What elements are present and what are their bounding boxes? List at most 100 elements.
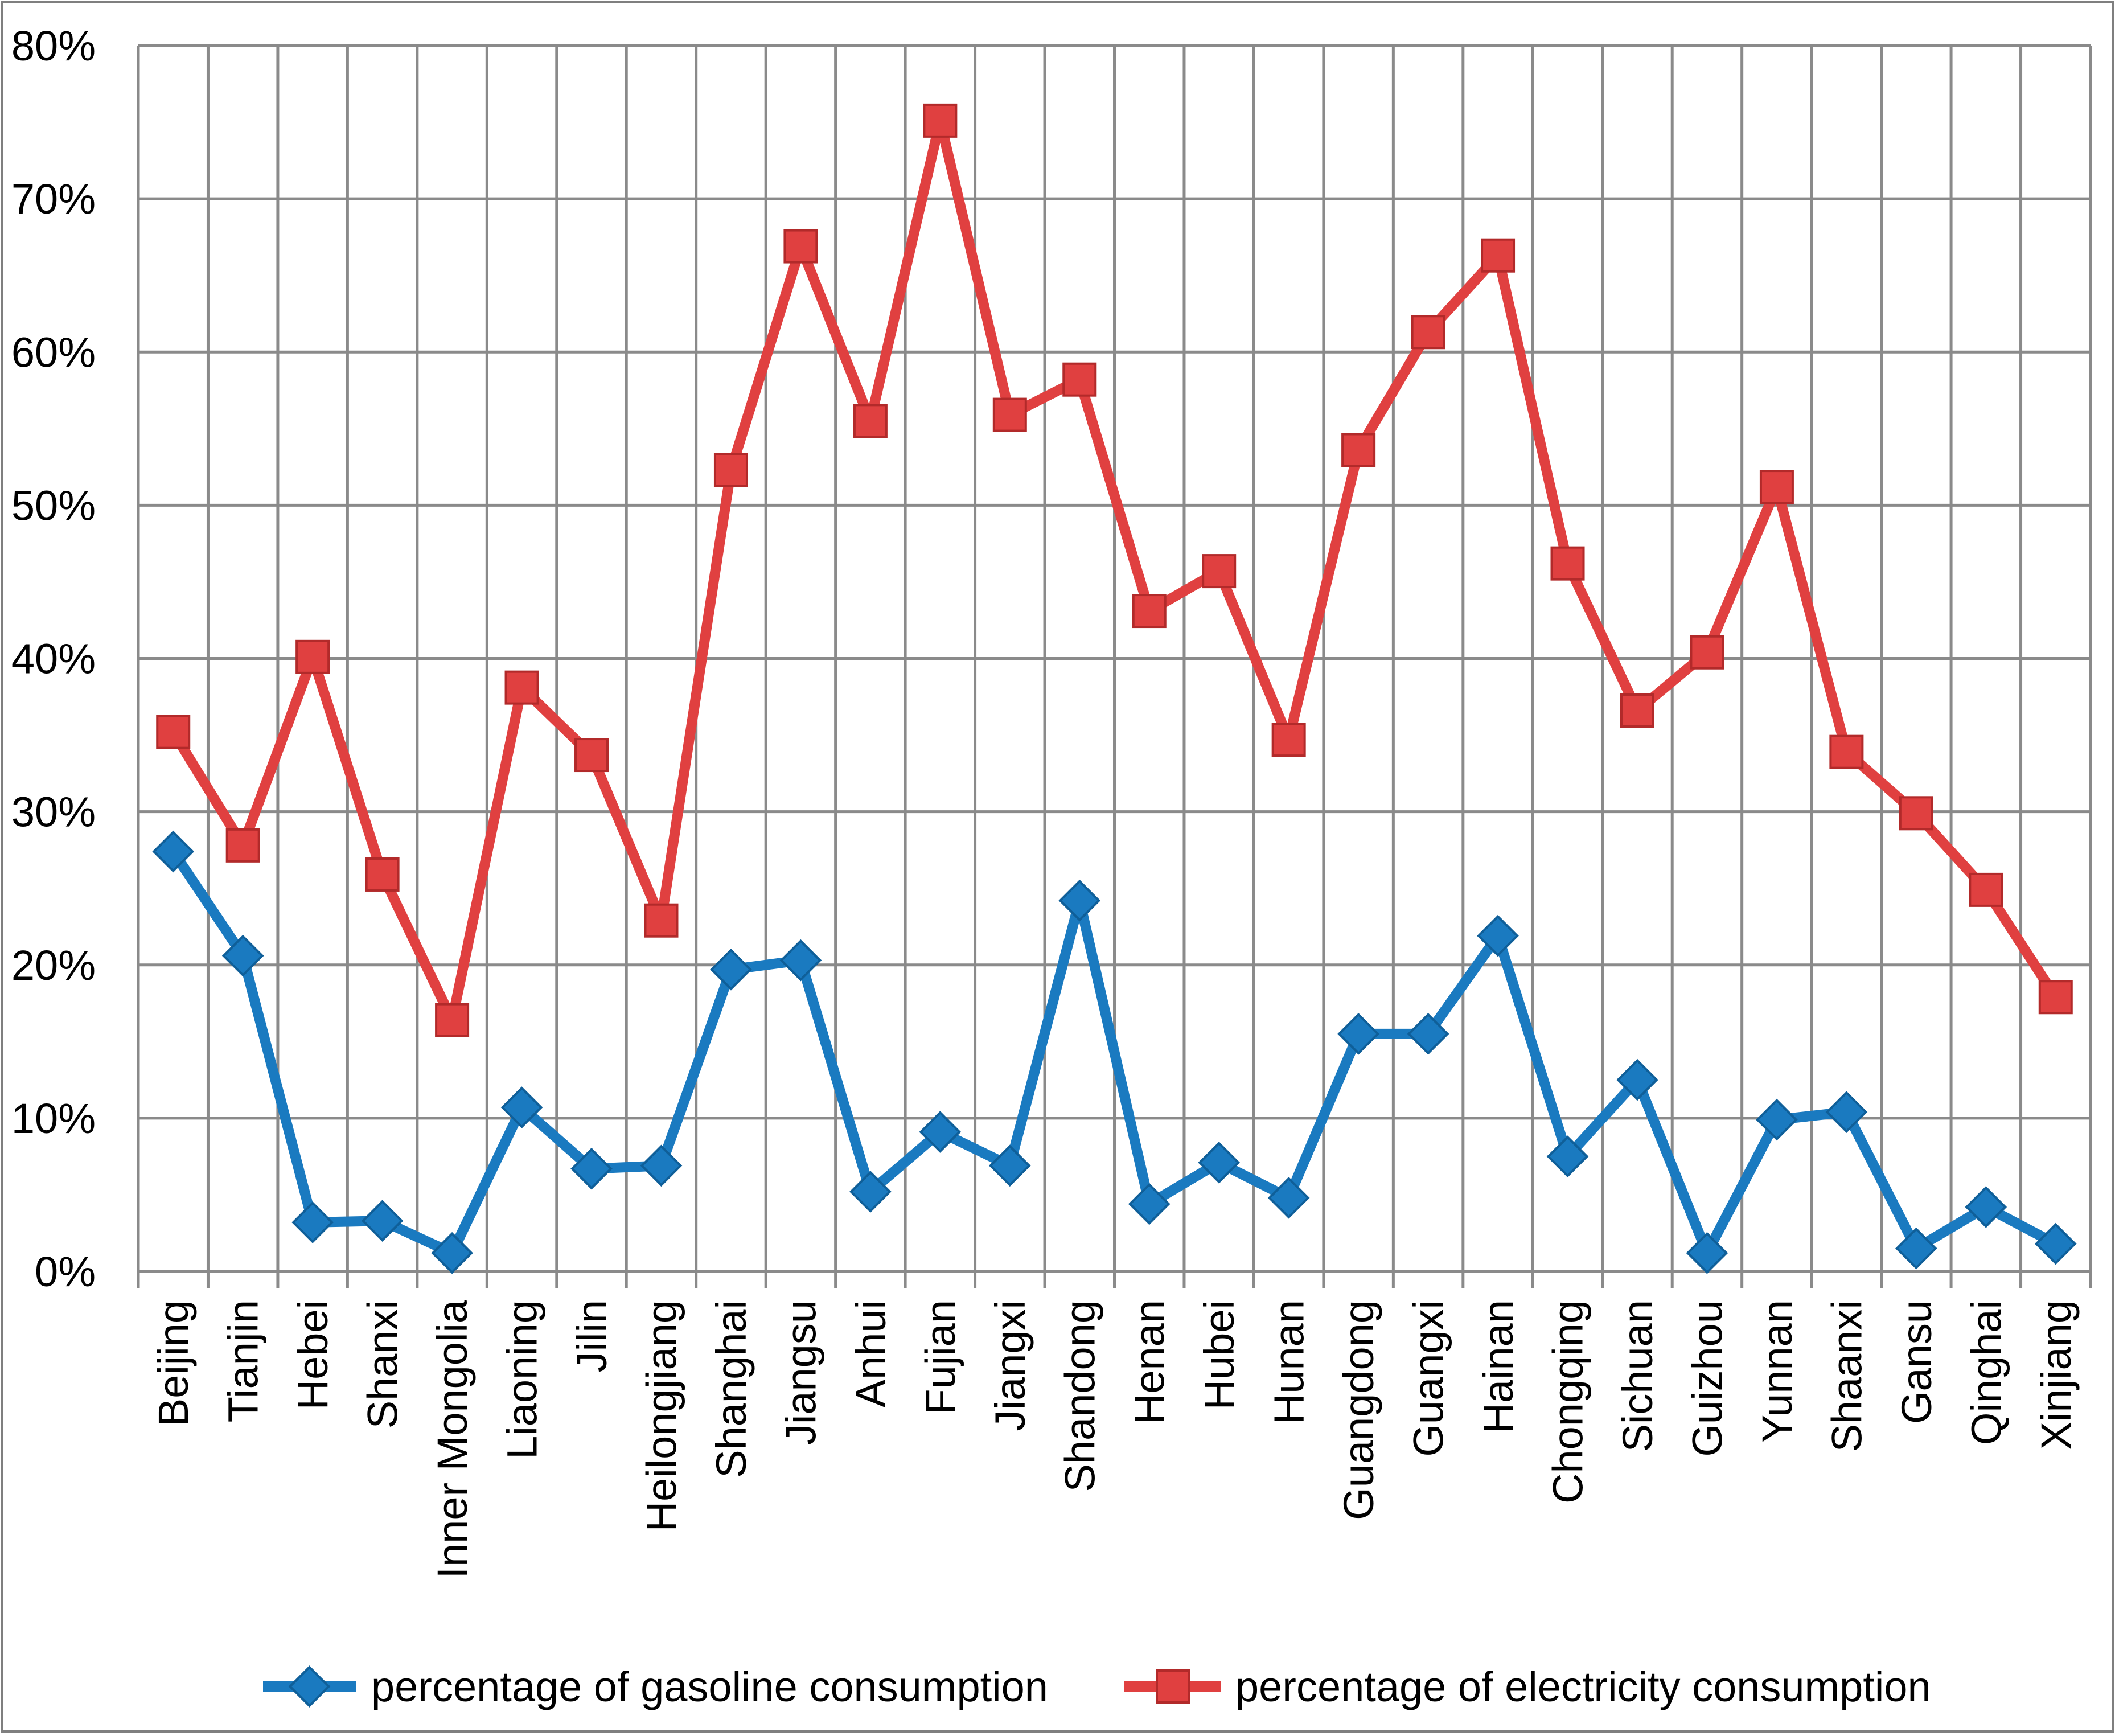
data-point <box>1062 362 1097 397</box>
data-point <box>1341 433 1376 467</box>
data-point <box>1271 723 1306 757</box>
data-point <box>435 1003 470 1037</box>
x-tick-label: Xinjiang <box>2032 1300 2080 1450</box>
data-point <box>992 397 1027 432</box>
y-tick-label: 20% <box>11 942 96 989</box>
x-tick-label: Shanghai <box>708 1300 755 1478</box>
x-tick-label: Inner Mongolia <box>429 1299 476 1578</box>
x-tick-label: Jiangsu <box>777 1300 824 1445</box>
legend-label: percentage of electricity consumption <box>1235 1663 1931 1710</box>
x-tick-label: Guizhou <box>1683 1300 1731 1457</box>
x-tick-label: Shanxi <box>359 1300 406 1429</box>
axes <box>137 46 2092 1288</box>
data-point <box>1899 796 1933 831</box>
x-tick-label: Guangxi <box>1405 1300 1452 1457</box>
data-point <box>1965 1186 2007 1228</box>
data-point <box>849 1171 892 1213</box>
y-tick-label: 30% <box>11 789 96 836</box>
data-point <box>1759 470 1794 504</box>
data-point <box>2038 980 2073 1015</box>
y-tick-label: 10% <box>11 1095 96 1142</box>
legend-marker <box>288 1665 331 1708</box>
legend-entry: percentage of gasoline consumption <box>263 1663 1048 1710</box>
x-tick-label: Hebei <box>289 1300 336 1410</box>
data-point <box>431 1232 473 1274</box>
data-point <box>504 670 539 705</box>
data-point <box>644 903 679 938</box>
y-tick-label: 40% <box>11 635 96 683</box>
data-point <box>640 1144 683 1187</box>
data-point <box>225 828 260 863</box>
x-tick-label: Qinghai <box>1962 1300 2010 1445</box>
data-point <box>923 103 958 138</box>
x-tick-label: Beijing <box>150 1300 197 1426</box>
data-point <box>574 738 609 773</box>
data-point <box>853 404 888 438</box>
x-tick-label: Shaanxi <box>1823 1300 1870 1452</box>
data-point <box>1829 734 1864 769</box>
data-point <box>779 939 822 982</box>
y-tick-label: 0% <box>35 1248 96 1295</box>
data-point <box>1616 1058 1658 1101</box>
data-point <box>783 229 818 264</box>
x-tick-label: Jiangxi <box>987 1300 1034 1431</box>
x-tick-label: Gansu <box>1893 1300 1940 1424</box>
data-point <box>1407 1013 1449 1055</box>
x-tick-label: Heilongjiang <box>638 1300 685 1532</box>
data-point <box>500 1086 543 1128</box>
data-point <box>1825 1091 1868 1133</box>
data-point <box>1477 914 1519 957</box>
data-point <box>361 1200 404 1242</box>
data-point <box>2034 1222 2077 1265</box>
x-tick-label: Liaoning <box>499 1300 546 1459</box>
data-point <box>713 453 748 487</box>
y-tick-label: 70% <box>11 175 96 223</box>
data-point <box>156 715 191 749</box>
y-tick-label: 60% <box>11 329 96 376</box>
y-tick-label: 50% <box>11 482 96 529</box>
data-point <box>1550 546 1585 581</box>
data-point <box>1620 693 1654 728</box>
data-point <box>1686 1232 1728 1274</box>
series <box>152 103 2077 1274</box>
series-line <box>169 848 2058 1258</box>
x-tick-label: Fujian <box>917 1300 964 1415</box>
data-point <box>1128 1183 1171 1225</box>
data-point <box>1198 1142 1241 1184</box>
data-point <box>1132 594 1167 629</box>
data-point <box>988 1144 1031 1187</box>
x-tick-label: Sichuan <box>1614 1300 1661 1452</box>
data-point <box>919 1111 962 1153</box>
series-line <box>169 115 2060 1025</box>
x-tick-labels: Beijing Tianjin Hebei Shanxi Inner Mongolia L… <box>150 1299 2080 1578</box>
y-tick-labels: 0% 10% 20% 30% 40% 50% 60% 70% 80% <box>11 22 96 1295</box>
x-tick-label: Yunnan <box>1753 1300 1801 1443</box>
x-tick-label: Hainan <box>1475 1300 1522 1434</box>
x-tick-label: Shandong <box>1056 1300 1103 1492</box>
y-tick-label: 80% <box>11 22 96 69</box>
data-point <box>291 1201 334 1243</box>
data-point <box>710 948 752 991</box>
data-point <box>1481 238 1516 273</box>
data-point <box>1202 554 1237 589</box>
x-tick-label: Henan <box>1126 1300 1173 1424</box>
x-tick-label: Hubei <box>1196 1300 1243 1410</box>
data-point <box>1895 1227 1937 1270</box>
data-point <box>1337 1013 1379 1055</box>
data-point <box>1546 1135 1589 1177</box>
x-tick-label: Chongqing <box>1545 1300 1592 1504</box>
data-point <box>365 857 400 892</box>
data-point <box>1411 315 1445 350</box>
data-point <box>221 934 264 977</box>
series-gasoline <box>152 830 2077 1274</box>
legend-marker <box>1156 1669 1190 1704</box>
x-tick-label: Anhui <box>847 1300 894 1407</box>
data-point <box>152 830 195 873</box>
data-point <box>570 1147 613 1190</box>
legend-entry: percentage of electricity consumption <box>1124 1663 1931 1710</box>
data-point <box>295 639 330 674</box>
x-tick-label: Guangdong <box>1335 1300 1382 1520</box>
